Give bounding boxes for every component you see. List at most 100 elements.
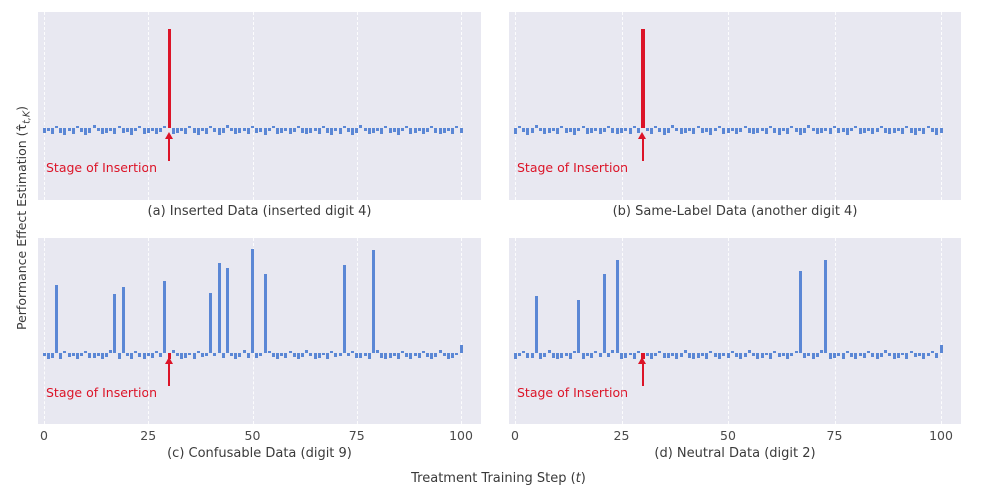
data-bar xyxy=(833,352,836,358)
data-bar xyxy=(632,352,636,360)
data-bar xyxy=(142,128,146,134)
data-bar xyxy=(159,128,163,133)
data-bar xyxy=(121,287,125,353)
data-bar xyxy=(573,350,577,353)
x-tick-label: 25 xyxy=(613,428,630,443)
data-bar xyxy=(175,352,179,357)
data-bar xyxy=(743,125,747,129)
data-bar xyxy=(284,352,288,359)
data-bar xyxy=(675,352,679,359)
y-axis-label-subscript: t,K xyxy=(21,110,33,124)
data-bar xyxy=(726,128,730,133)
x-tick-label: 100 xyxy=(929,428,953,443)
data-bar xyxy=(417,352,421,359)
data-bar xyxy=(251,248,254,353)
data-bar xyxy=(109,128,113,131)
data-bar xyxy=(786,128,790,134)
data-bar xyxy=(71,352,75,357)
data-bar xyxy=(317,128,321,135)
data-bar xyxy=(438,350,442,353)
data-bar xyxy=(752,352,756,357)
data-bar xyxy=(92,352,96,358)
data-bar xyxy=(346,128,350,132)
data-bar xyxy=(543,128,547,134)
data-bar xyxy=(305,350,309,353)
data-bar xyxy=(351,351,355,353)
data-bar xyxy=(811,352,815,359)
data-bar xyxy=(225,267,229,353)
x-axis-label-text: Treatment Training Step ( xyxy=(411,471,576,486)
data-bar xyxy=(42,352,46,357)
data-bar xyxy=(828,128,832,135)
data-bar xyxy=(188,125,192,129)
data-bar xyxy=(451,352,455,358)
data-bar xyxy=(75,352,79,360)
data-bar xyxy=(96,128,100,132)
data-bar xyxy=(824,259,828,353)
data-bar xyxy=(217,263,221,353)
tau-hat-symbol: τ̂ xyxy=(14,123,29,132)
data-bar xyxy=(645,352,649,357)
gridline xyxy=(148,12,150,200)
data-bar xyxy=(413,352,417,356)
subplot-b-panel: Stage of Insertion xyxy=(509,12,961,200)
data-bar xyxy=(590,352,594,359)
insertion-bar xyxy=(167,28,172,129)
insertion-arrowhead-icon xyxy=(638,356,647,364)
data-bar xyxy=(55,285,58,353)
data-bar xyxy=(713,352,717,358)
gridline xyxy=(252,12,254,200)
data-bar xyxy=(121,128,125,133)
insertion-arrow-icon xyxy=(168,139,171,162)
data-bar xyxy=(138,126,142,129)
data-bar xyxy=(598,352,602,357)
data-bar xyxy=(845,350,849,353)
data-bar xyxy=(313,128,317,132)
data-bar xyxy=(309,128,313,134)
data-bar xyxy=(246,352,250,359)
data-bar xyxy=(688,128,692,131)
data-bar xyxy=(645,128,649,131)
data-bar xyxy=(67,128,71,131)
stage-of-insertion-label: Stage of Insertion xyxy=(517,160,629,176)
data-bar xyxy=(426,128,430,133)
data-bar xyxy=(113,128,117,135)
data-bar xyxy=(80,352,84,356)
data-bar xyxy=(230,352,234,356)
data-bar xyxy=(196,350,200,353)
data-bar xyxy=(84,351,88,353)
data-bar xyxy=(926,352,930,356)
data-bar xyxy=(530,352,534,358)
data-bar xyxy=(409,352,413,360)
data-bar xyxy=(100,352,104,359)
data-bar xyxy=(696,125,700,129)
data-bar xyxy=(773,350,777,353)
data-bar xyxy=(392,352,396,357)
data-bar xyxy=(815,128,819,134)
data-bar xyxy=(105,352,109,357)
gridline xyxy=(461,12,462,200)
data-bar xyxy=(551,352,555,359)
data-bar xyxy=(321,352,325,356)
data-bar xyxy=(150,128,154,131)
data-bar xyxy=(858,128,862,134)
data-bar xyxy=(577,128,581,132)
data-bar xyxy=(564,352,568,357)
data-bar xyxy=(130,128,134,135)
data-bar xyxy=(255,128,259,133)
data-bar xyxy=(939,345,943,353)
data-bar xyxy=(735,128,739,135)
data-bar xyxy=(624,128,628,132)
data-bar xyxy=(611,128,615,134)
data-bar xyxy=(155,350,159,353)
data-bar xyxy=(730,350,734,353)
data-bar xyxy=(700,128,704,133)
data-bar xyxy=(539,128,543,132)
data-bar xyxy=(573,128,577,135)
data-bar xyxy=(717,352,721,360)
data-bar xyxy=(930,128,934,132)
data-bar xyxy=(184,352,188,358)
data-bar xyxy=(267,350,271,353)
data-bar xyxy=(837,352,841,357)
data-bar xyxy=(700,352,704,357)
